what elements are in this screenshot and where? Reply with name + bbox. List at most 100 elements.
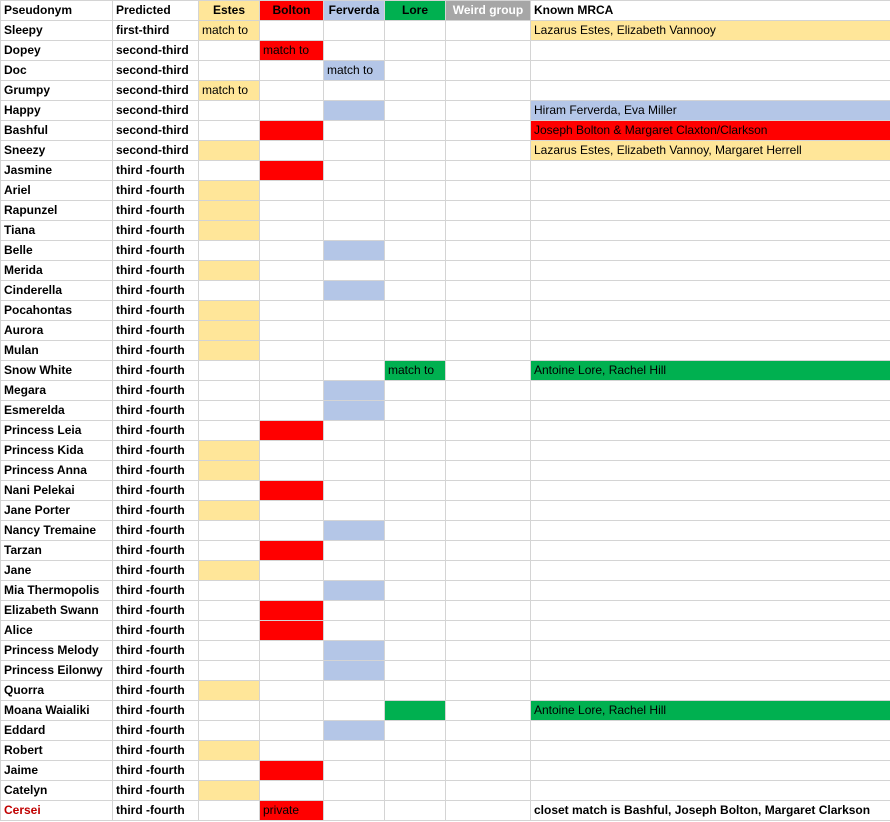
cell-known-mrca[interactable]: [530, 720, 890, 741]
cell-estes[interactable]: [198, 740, 260, 761]
cell-lore[interactable]: [384, 300, 446, 321]
cell-weird-group[interactable]: [445, 620, 531, 641]
cell-pseudonym[interactable]: Nani Pelekai: [0, 480, 113, 501]
cell-bolton[interactable]: [259, 760, 324, 781]
cell-predicted[interactable]: first-third: [112, 20, 199, 41]
cell-pseudonym[interactable]: Rapunzel: [0, 200, 113, 221]
cell-ferverda[interactable]: [323, 760, 385, 781]
header-predicted[interactable]: Predicted: [112, 0, 199, 21]
cell-predicted[interactable]: third -fourth: [112, 420, 199, 441]
cell-weird-group[interactable]: [445, 520, 531, 541]
cell-lore[interactable]: [384, 80, 446, 101]
cell-lore[interactable]: [384, 780, 446, 801]
cell-predicted[interactable]: second-third: [112, 120, 199, 141]
cell-lore[interactable]: [384, 100, 446, 121]
cell-known-mrca[interactable]: Antoine Lore, Rachel Hill: [530, 700, 890, 721]
cell-bolton[interactable]: [259, 680, 324, 701]
cell-estes[interactable]: [198, 580, 260, 601]
cell-lore[interactable]: [384, 60, 446, 81]
cell-pseudonym[interactable]: Dopey: [0, 40, 113, 61]
cell-ferverda[interactable]: [323, 720, 385, 741]
cell-predicted[interactable]: third -fourth: [112, 720, 199, 741]
cell-known-mrca[interactable]: [530, 480, 890, 501]
cell-predicted[interactable]: third -fourth: [112, 200, 199, 221]
cell-ferverda[interactable]: [323, 320, 385, 341]
cell-estes[interactable]: [198, 200, 260, 221]
cell-lore[interactable]: [384, 740, 446, 761]
cell-bolton[interactable]: [259, 360, 324, 381]
cell-weird-group[interactable]: [445, 40, 531, 61]
cell-predicted[interactable]: third -fourth: [112, 680, 199, 701]
cell-estes[interactable]: [198, 400, 260, 421]
cell-ferverda[interactable]: [323, 380, 385, 401]
cell-bolton[interactable]: [259, 580, 324, 601]
cell-lore[interactable]: [384, 200, 446, 221]
cell-pseudonym[interactable]: Eddard: [0, 720, 113, 741]
cell-known-mrca[interactable]: [530, 200, 890, 221]
cell-bolton[interactable]: [259, 520, 324, 541]
cell-lore[interactable]: [384, 220, 446, 241]
cell-bolton[interactable]: [259, 440, 324, 461]
cell-bolton[interactable]: match to: [259, 40, 324, 61]
cell-pseudonym[interactable]: Nancy Tremaine: [0, 520, 113, 541]
cell-ferverda[interactable]: [323, 700, 385, 721]
cell-pseudonym[interactable]: Jane: [0, 560, 113, 581]
cell-pseudonym[interactable]: Happy: [0, 100, 113, 121]
cell-lore[interactable]: [384, 660, 446, 681]
header-lore[interactable]: Lore: [384, 0, 446, 21]
cell-estes[interactable]: [198, 280, 260, 301]
cell-predicted[interactable]: third -fourth: [112, 520, 199, 541]
cell-predicted[interactable]: third -fourth: [112, 300, 199, 321]
cell-known-mrca[interactable]: [530, 740, 890, 761]
cell-ferverda[interactable]: [323, 200, 385, 221]
cell-ferverda[interactable]: [323, 400, 385, 421]
cell-bolton[interactable]: [259, 540, 324, 561]
cell-estes[interactable]: [198, 360, 260, 381]
cell-ferverda[interactable]: [323, 40, 385, 61]
cell-estes[interactable]: [198, 760, 260, 781]
cell-known-mrca[interactable]: [530, 540, 890, 561]
cell-lore[interactable]: [384, 320, 446, 341]
cell-estes[interactable]: [198, 140, 260, 161]
cell-bolton[interactable]: [259, 300, 324, 321]
cell-weird-group[interactable]: [445, 740, 531, 761]
cell-predicted[interactable]: third -fourth: [112, 460, 199, 481]
cell-weird-group[interactable]: [445, 680, 531, 701]
cell-predicted[interactable]: third -fourth: [112, 240, 199, 261]
cell-pseudonym[interactable]: Snow White: [0, 360, 113, 381]
cell-ferverda[interactable]: [323, 520, 385, 541]
cell-predicted[interactable]: third -fourth: [112, 260, 199, 281]
cell-pseudonym[interactable]: Moana Waialiki: [0, 700, 113, 721]
cell-lore[interactable]: [384, 180, 446, 201]
cell-ferverda[interactable]: [323, 780, 385, 801]
cell-ferverda[interactable]: [323, 120, 385, 141]
cell-bolton[interactable]: [259, 620, 324, 641]
cell-pseudonym[interactable]: Mia Thermopolis: [0, 580, 113, 601]
cell-estes[interactable]: [198, 540, 260, 561]
cell-weird-group[interactable]: [445, 60, 531, 81]
cell-predicted[interactable]: third -fourth: [112, 220, 199, 241]
cell-pseudonym[interactable]: Elizabeth Swann: [0, 600, 113, 621]
cell-known-mrca[interactable]: [530, 220, 890, 241]
cell-predicted[interactable]: third -fourth: [112, 500, 199, 521]
cell-lore[interactable]: [384, 240, 446, 261]
cell-pseudonym[interactable]: Princess Kida: [0, 440, 113, 461]
cell-lore[interactable]: [384, 380, 446, 401]
cell-predicted[interactable]: third -fourth: [112, 320, 199, 341]
cell-predicted[interactable]: third -fourth: [112, 180, 199, 201]
cell-ferverda[interactable]: [323, 460, 385, 481]
cell-estes[interactable]: [198, 680, 260, 701]
cell-weird-group[interactable]: [445, 340, 531, 361]
cell-weird-group[interactable]: [445, 540, 531, 561]
cell-predicted[interactable]: third -fourth: [112, 400, 199, 421]
header-known-mrca[interactable]: Known MRCA: [530, 0, 890, 21]
cell-bolton[interactable]: [259, 100, 324, 121]
cell-lore[interactable]: [384, 420, 446, 441]
cell-weird-group[interactable]: [445, 80, 531, 101]
cell-estes[interactable]: [198, 380, 260, 401]
cell-ferverda[interactable]: match to: [323, 60, 385, 81]
cell-estes[interactable]: [198, 40, 260, 61]
cell-weird-group[interactable]: [445, 640, 531, 661]
cell-estes[interactable]: [198, 780, 260, 801]
cell-weird-group[interactable]: [445, 320, 531, 341]
